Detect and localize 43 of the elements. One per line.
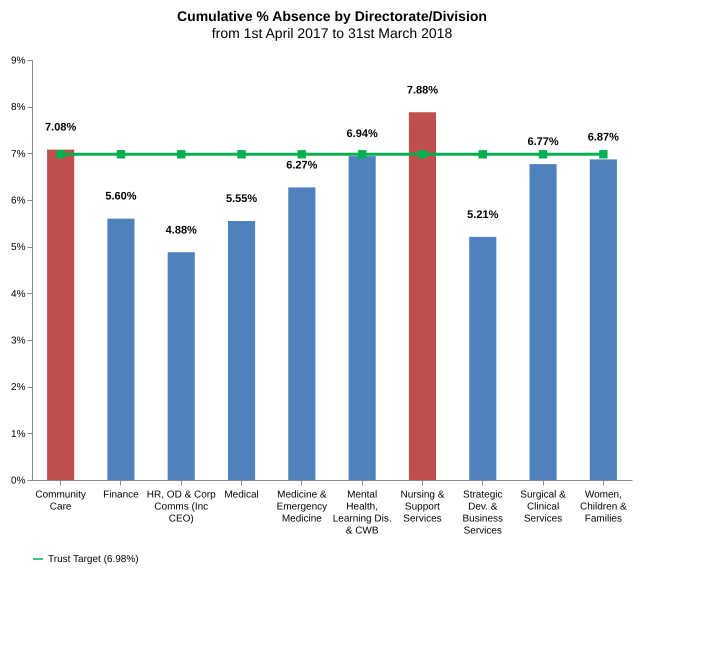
y-tick-label: 2% [11,382,26,394]
x-tick-label: Nursing & Support Services [400,490,445,524]
y-tick-label: 6% [11,196,26,206]
x-tick-label: Strategic Dev. & Business Services [462,490,504,536]
data-label: 5.60% [105,190,137,203]
y-tick-label: 9% [11,56,26,66]
bar [228,221,256,480]
bar [288,187,316,480]
x-tick-label: Women, Children & Families [580,490,628,524]
y-tick-label: 8% [11,102,26,114]
y-tick-label: 5% [11,242,26,254]
data-label: 6.77% [527,136,559,148]
x-tick-label: Surgical & Clinical Services [520,490,566,524]
data-label: 7.88% [406,84,438,96]
x-tick-label: Medical [224,490,259,500]
data-label: 4.88% [166,224,198,236]
data-label: 6.27% [286,159,318,172]
y-tick-label: 0% [11,476,26,486]
y-tick-label: 7% [11,148,26,160]
x-tick-label: Community Care [35,490,86,512]
data-label: 5.55% [226,193,258,205]
y-tick-label: 3% [11,336,26,346]
bar [529,164,557,480]
bar [348,156,376,480]
x-tick-label: Medicine & Emergency Medicine [276,490,328,524]
chart-title: Cumulative % Absence by Directorate/Division [177,8,487,24]
data-label: 6.87% [588,131,620,144]
bar [47,150,74,480]
chart-subtitle: from 1st April 2017 to 31st March 2018 [212,25,452,41]
x-tick-label: HR, OD & Corp Comms (Inc CEO) [146,490,216,524]
data-label: 7.08% [45,122,76,134]
bar [107,218,135,480]
bar [590,159,617,480]
legend-label: Trust Target (6.98%) [48,554,139,565]
y-tick-label: 4% [11,288,26,300]
data-label: 5.21% [467,208,499,221]
bar [469,236,496,480]
x-tick-label: Finance [103,490,140,500]
y-tick-label: 1% [11,428,26,440]
x-tick-label: Mental Health, Learning Dis. & CWB [332,490,392,536]
bar [408,112,436,480]
data-label: 6.94% [346,128,378,140]
bar [168,252,195,480]
